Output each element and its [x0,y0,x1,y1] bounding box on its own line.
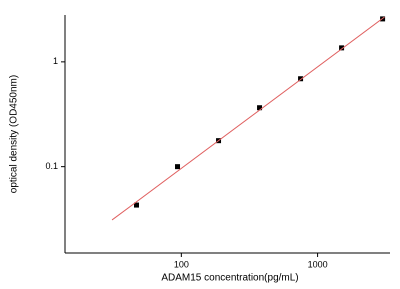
point [339,45,345,51]
point [298,76,304,82]
y-tick-label: 1 [53,56,58,66]
point [134,202,140,208]
point [257,105,263,111]
x-axis-label: ADAM15 concentration(pg/mL) [161,273,298,284]
point [175,164,181,170]
fit-line [111,16,385,221]
y-tick-label: 0.1 [45,161,58,171]
x-tick-label: 1000 [308,259,328,269]
y-axis-label: optical density (OD450nm) [9,75,20,193]
x-tick-label: 100 [174,259,189,269]
